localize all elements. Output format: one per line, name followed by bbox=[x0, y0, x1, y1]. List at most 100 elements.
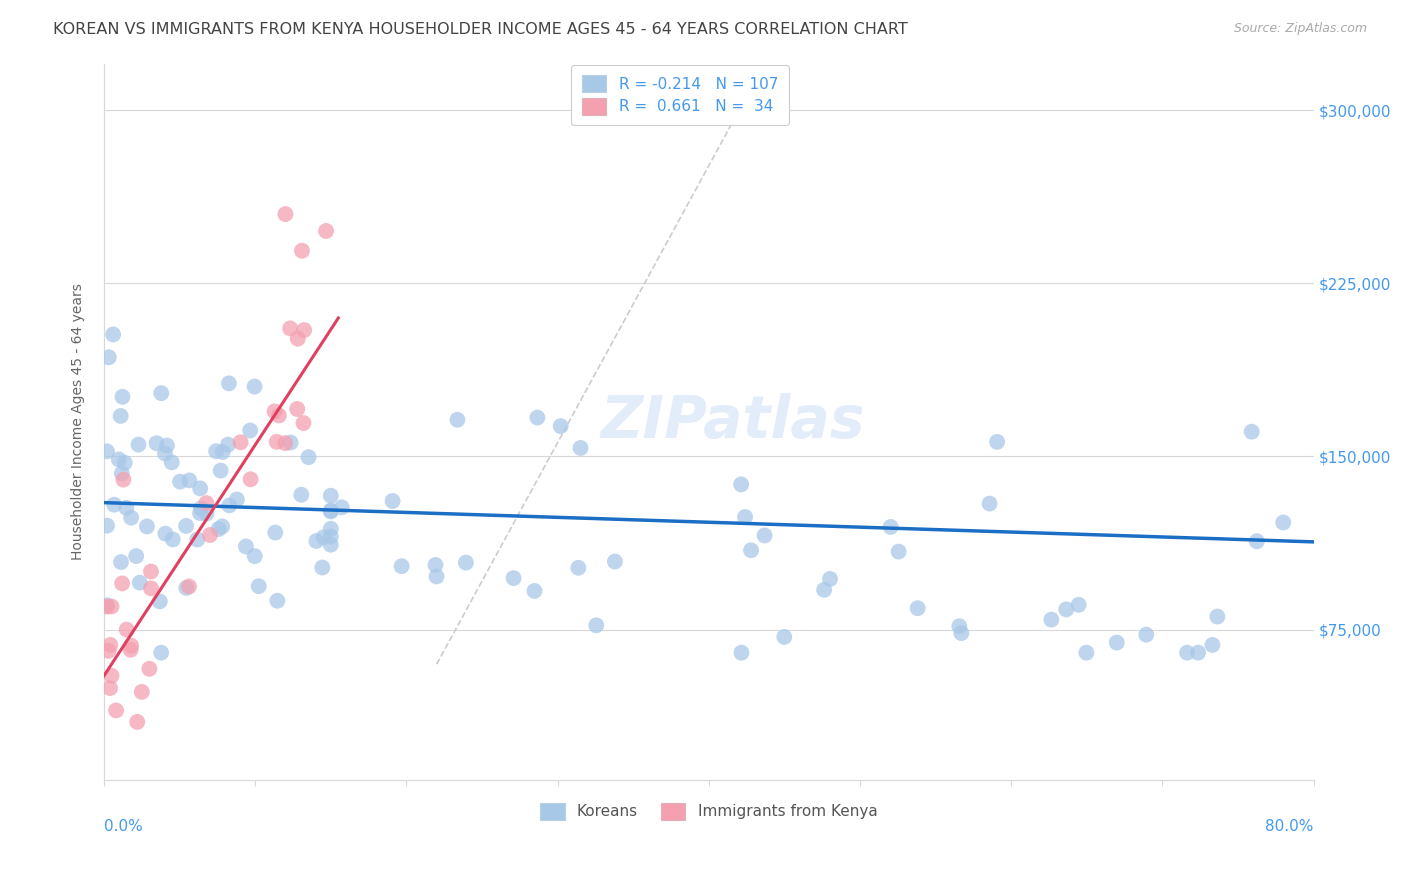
Point bbox=[96, 518, 118, 533]
Point bbox=[128, 575, 150, 590]
Point bbox=[145, 436, 167, 450]
Point bbox=[225, 492, 247, 507]
Point bbox=[195, 507, 218, 521]
Point bbox=[274, 436, 297, 450]
Point bbox=[950, 626, 973, 640]
Point bbox=[948, 619, 970, 633]
Point bbox=[103, 498, 125, 512]
Point bbox=[266, 593, 288, 607]
Point bbox=[319, 489, 342, 503]
Point bbox=[425, 558, 447, 572]
Point bbox=[523, 583, 546, 598]
Point bbox=[96, 444, 118, 458]
Point bbox=[267, 409, 290, 423]
Point bbox=[114, 456, 136, 470]
Point bbox=[96, 599, 118, 614]
Point bbox=[1187, 646, 1209, 660]
Point bbox=[1040, 613, 1063, 627]
Point bbox=[330, 500, 353, 515]
Point bbox=[96, 599, 118, 613]
Point bbox=[391, 559, 413, 574]
Point bbox=[287, 332, 309, 346]
Point bbox=[734, 510, 756, 524]
Point bbox=[1067, 598, 1090, 612]
Point bbox=[263, 404, 285, 418]
Point bbox=[162, 533, 184, 547]
Point bbox=[730, 477, 752, 491]
Point bbox=[730, 646, 752, 660]
Text: 0.0%: 0.0% bbox=[104, 819, 143, 834]
Point bbox=[127, 714, 149, 729]
Point bbox=[217, 437, 239, 451]
Point bbox=[100, 669, 122, 683]
Point bbox=[105, 703, 128, 717]
Point bbox=[97, 351, 120, 365]
Point bbox=[131, 685, 153, 699]
Point bbox=[111, 390, 134, 404]
Point bbox=[319, 538, 342, 552]
Point bbox=[120, 510, 142, 524]
Point bbox=[243, 379, 266, 393]
Point bbox=[1206, 609, 1229, 624]
Y-axis label: Householder Income Ages 45 - 64 years: Householder Income Ages 45 - 64 years bbox=[72, 284, 86, 560]
Point bbox=[179, 474, 201, 488]
Point bbox=[97, 644, 120, 658]
Point bbox=[139, 582, 162, 596]
Point bbox=[1201, 638, 1223, 652]
Point bbox=[218, 376, 240, 391]
Text: ZIPatlas: ZIPatlas bbox=[600, 393, 865, 450]
Point bbox=[526, 410, 548, 425]
Point bbox=[986, 434, 1008, 449]
Point bbox=[153, 446, 176, 460]
Point bbox=[1272, 516, 1295, 530]
Point bbox=[174, 519, 197, 533]
Point bbox=[550, 419, 572, 434]
Legend: Koreans, Immigrants from Kenya: Koreans, Immigrants from Kenya bbox=[534, 797, 883, 826]
Point bbox=[446, 413, 468, 427]
Point bbox=[603, 555, 626, 569]
Point bbox=[176, 581, 198, 595]
Point bbox=[139, 565, 162, 579]
Point bbox=[285, 402, 308, 417]
Point bbox=[740, 543, 762, 558]
Point bbox=[569, 441, 592, 455]
Point bbox=[754, 528, 776, 542]
Point bbox=[887, 544, 910, 558]
Point bbox=[1135, 627, 1157, 641]
Point bbox=[160, 455, 183, 469]
Point bbox=[107, 452, 129, 467]
Point bbox=[818, 572, 841, 586]
Point bbox=[907, 601, 929, 615]
Point bbox=[266, 434, 288, 449]
Point bbox=[319, 504, 342, 518]
Point bbox=[1240, 425, 1263, 439]
Point bbox=[128, 437, 150, 451]
Point bbox=[319, 503, 342, 517]
Point bbox=[425, 569, 447, 583]
Point bbox=[136, 519, 159, 533]
Point bbox=[247, 579, 270, 593]
Point bbox=[188, 481, 211, 495]
Point bbox=[292, 323, 315, 337]
Point bbox=[229, 435, 252, 450]
Text: KOREAN VS IMMIGRANTS FROM KENYA HOUSEHOLDER INCOME AGES 45 - 64 YEARS CORRELATIO: KOREAN VS IMMIGRANTS FROM KENYA HOUSEHOL… bbox=[53, 22, 908, 37]
Point bbox=[305, 534, 328, 549]
Point bbox=[115, 623, 138, 637]
Point bbox=[100, 599, 122, 614]
Point bbox=[218, 499, 240, 513]
Point bbox=[454, 556, 477, 570]
Point bbox=[879, 520, 901, 534]
Point bbox=[205, 444, 228, 458]
Point bbox=[155, 526, 177, 541]
Point bbox=[120, 642, 142, 657]
Point bbox=[98, 681, 121, 695]
Point bbox=[585, 618, 607, 632]
Point bbox=[211, 519, 233, 533]
Point bbox=[125, 549, 148, 563]
Point bbox=[112, 473, 135, 487]
Point bbox=[110, 409, 132, 423]
Point bbox=[111, 467, 134, 481]
Point bbox=[209, 464, 232, 478]
Point bbox=[111, 576, 134, 591]
Point bbox=[188, 506, 211, 520]
